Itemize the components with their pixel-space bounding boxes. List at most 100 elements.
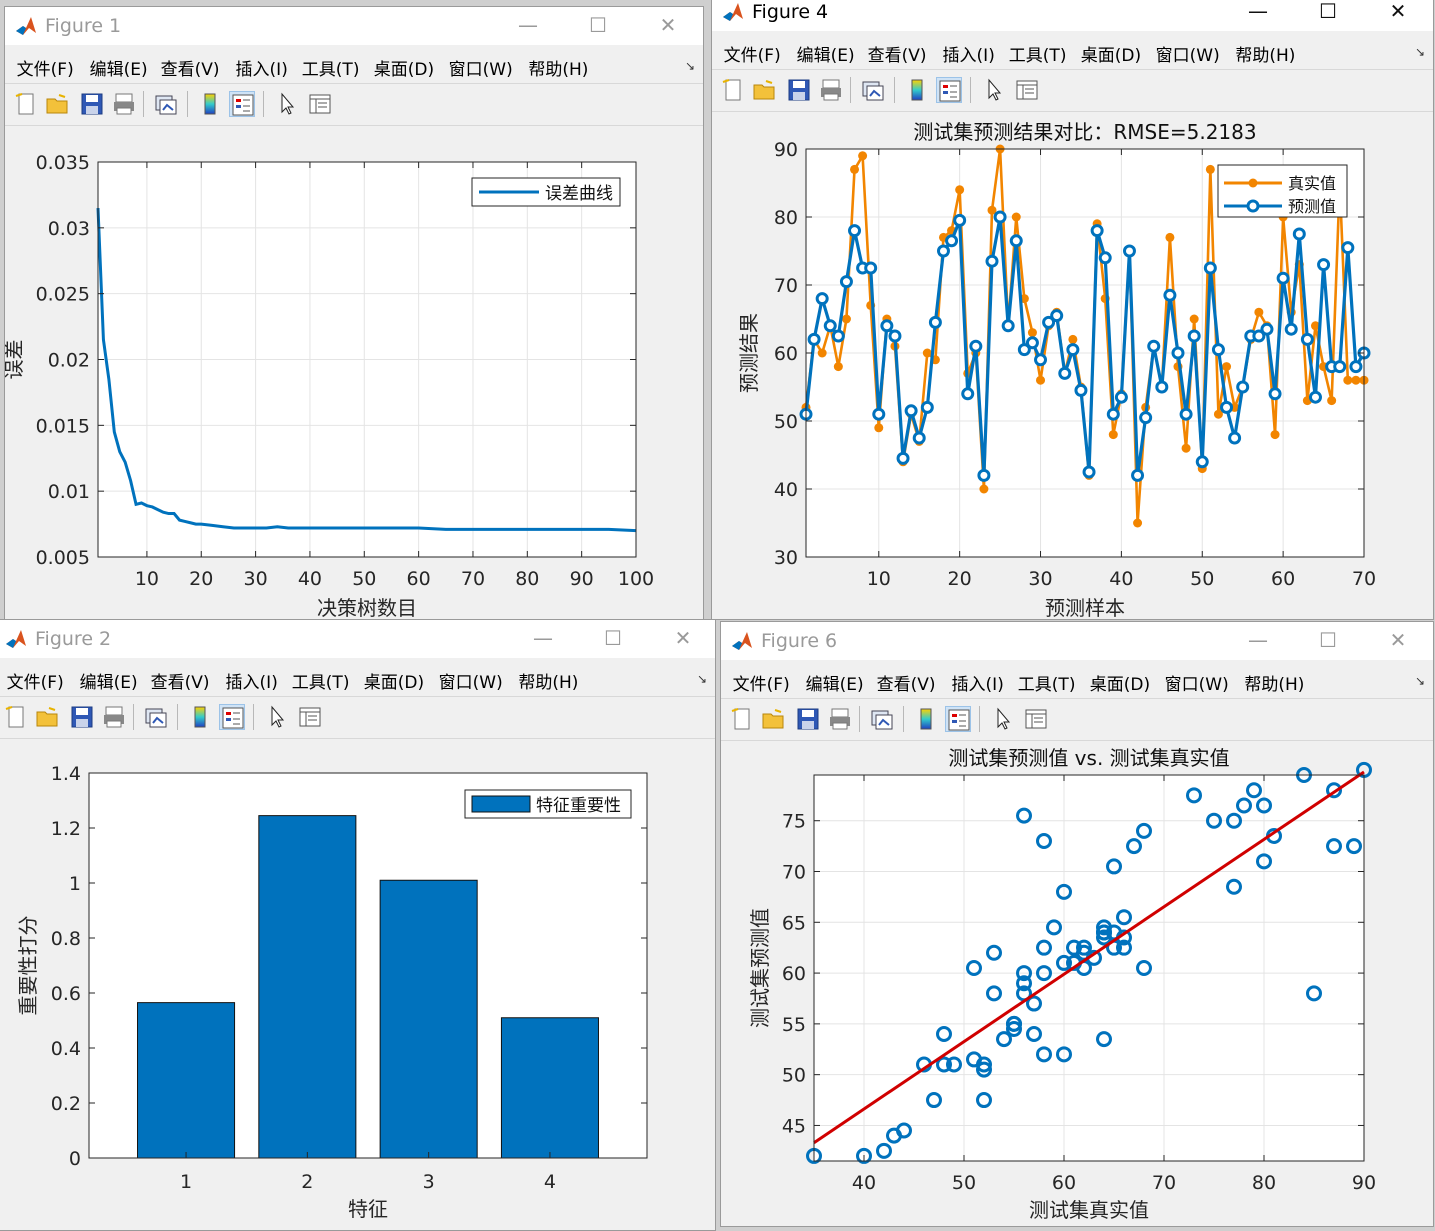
property-inspector-icon[interactable] <box>1014 77 1040 103</box>
figure-window-4[interactable]: Figure 4 — ☐ ✕ 文件(F) 编辑(E) 查看(V) 插入(I) 工具(T)… <box>711 0 1434 620</box>
figure-window-2[interactable]: Figure 2 — ☐ ✕ 文件(F) 编辑(E) 查看(V) 插入(I) 工具(T)… <box>0 619 716 1231</box>
colorbar-icon[interactable] <box>197 91 223 117</box>
print-icon[interactable] <box>111 91 137 117</box>
maximize-icon[interactable]: ☐ <box>1319 628 1337 652</box>
menu-item-6[interactable]: 窗口(W) <box>1155 46 1220 66</box>
menu-item-3[interactable]: 插入(I) <box>942 46 995 66</box>
new-figure-icon[interactable] <box>729 706 755 732</box>
print-icon[interactable] <box>818 77 844 103</box>
minimize-icon[interactable]: — <box>1248 0 1268 23</box>
scatter-point <box>886 1127 902 1144</box>
open-file-icon[interactable] <box>35 704 61 730</box>
menu-item-3[interactable]: 插入(I) <box>225 673 278 693</box>
menu-item-4[interactable]: 工具(T) <box>1008 46 1067 66</box>
title-bar[interactable]: Figure 6 — ☐ ✕ <box>721 622 1433 660</box>
menu-item-2[interactable]: 查看(V) <box>160 60 220 80</box>
menu-item-7[interactable]: 帮助(H) <box>528 60 589 80</box>
menu-item-0[interactable]: 文件(F) <box>6 673 64 693</box>
print-icon[interactable] <box>827 706 853 732</box>
colorbar-icon[interactable] <box>904 77 930 103</box>
y-tick-label: 1.2 <box>51 818 81 840</box>
menu-item-4[interactable]: 工具(T) <box>1017 675 1076 695</box>
dock-arrow-icon[interactable]: ↘ <box>1414 674 1425 688</box>
menu-item-6[interactable]: 窗口(W) <box>448 60 513 80</box>
menu-item-4[interactable]: 工具(T) <box>301 60 360 80</box>
new-figure-icon[interactable] <box>720 77 746 103</box>
menu-item-7[interactable]: 帮助(H) <box>518 673 579 693</box>
minimize-icon[interactable]: — <box>533 626 553 650</box>
property-inspector-icon[interactable] <box>297 704 323 730</box>
close-icon[interactable]: ✕ <box>1389 0 1407 23</box>
save-icon[interactable] <box>786 77 812 103</box>
property-inspector-icon[interactable] <box>1023 706 1049 732</box>
close-icon[interactable]: ✕ <box>659 13 677 37</box>
close-icon[interactable]: ✕ <box>674 626 692 650</box>
open-file-icon[interactable] <box>45 91 71 117</box>
link-plot-icon[interactable] <box>860 77 886 103</box>
link-plot-icon[interactable] <box>143 704 169 730</box>
minimize-icon[interactable]: — <box>518 13 538 37</box>
menu-item-7[interactable]: 帮助(H) <box>1244 675 1305 695</box>
predicted-value-point <box>1082 465 1096 479</box>
legend-icon[interactable] <box>936 77 962 103</box>
title-bar[interactable]: Figure 2 — ☐ ✕ <box>0 620 715 658</box>
menu-item-5[interactable]: 桌面(D) <box>373 60 435 80</box>
menu-item-5[interactable]: 桌面(D) <box>1089 675 1151 695</box>
open-file-icon[interactable] <box>752 77 778 103</box>
menu-item-7[interactable]: 帮助(H) <box>1235 46 1296 66</box>
dock-arrow-icon[interactable]: ↘ <box>696 672 707 686</box>
true-value-point <box>1133 518 1143 528</box>
menu-item-6[interactable]: 窗口(W) <box>1164 675 1229 695</box>
link-plot-icon[interactable] <box>869 706 895 732</box>
property-inspector-icon[interactable] <box>307 91 333 117</box>
pointer-icon[interactable] <box>991 706 1017 732</box>
colorbar-icon[interactable] <box>913 706 939 732</box>
toolbar-separator <box>253 704 254 730</box>
save-icon[interactable] <box>79 91 105 117</box>
save-icon[interactable] <box>795 706 821 732</box>
menu-item-1[interactable]: 编辑(E) <box>796 46 855 66</box>
menu-item-0[interactable]: 文件(F) <box>732 675 790 695</box>
menu-item-3[interactable]: 插入(I) <box>235 60 288 80</box>
title-bar[interactable]: Figure 1 — ☐ ✕ <box>5 7 703 45</box>
minimize-icon[interactable]: — <box>1248 628 1268 652</box>
legend-icon[interactable] <box>945 706 971 732</box>
menu-item-1[interactable]: 编辑(E) <box>805 675 864 695</box>
dock-arrow-icon[interactable]: ↘ <box>1414 45 1425 59</box>
menu-item-6[interactable]: 窗口(W) <box>438 673 503 693</box>
menu-item-1[interactable]: 编辑(E) <box>89 60 148 80</box>
menu-item-0[interactable]: 文件(F) <box>723 46 781 66</box>
maximize-icon[interactable]: ☐ <box>589 13 607 37</box>
scatter-fit-chart: 40 50 60 70 80 90 45 50 55 60 65 70 75 测试集真实值 测试集预测值 测试… <box>748 746 1376 1222</box>
scatter-point <box>936 1056 952 1073</box>
save-icon[interactable] <box>69 704 95 730</box>
open-file-icon[interactable] <box>761 706 787 732</box>
close-icon[interactable]: ✕ <box>1389 628 1407 652</box>
maximize-icon[interactable]: ☐ <box>604 626 622 650</box>
colorbar-icon[interactable] <box>187 704 213 730</box>
new-figure-icon[interactable] <box>3 704 29 730</box>
menu-item-0[interactable]: 文件(F) <box>16 60 74 80</box>
x-tick-label: 90 <box>1352 1172 1376 1194</box>
figure-window-6[interactable]: Figure 6 — ☐ ✕ 文件(F) 编辑(E) 查看(V) 插入(I) 工具(T)… <box>720 621 1434 1227</box>
menu-item-5[interactable]: 桌面(D) <box>363 673 425 693</box>
legend-icon[interactable] <box>229 91 255 117</box>
menu-item-4[interactable]: 工具(T) <box>291 673 350 693</box>
menu-item-2[interactable]: 查看(V) <box>876 675 936 695</box>
menu-item-2[interactable]: 查看(V) <box>867 46 927 66</box>
pointer-icon[interactable] <box>265 704 291 730</box>
menu-item-3[interactable]: 插入(I) <box>951 675 1004 695</box>
legend-icon[interactable] <box>219 704 245 730</box>
pointer-icon[interactable] <box>982 77 1008 103</box>
menu-item-5[interactable]: 桌面(D) <box>1080 46 1142 66</box>
figure-window-1[interactable]: Figure 1 — ☐ ✕ 文件(F) 编辑(E) 查看(V) 插入(I) 工具(T)… <box>4 6 704 620</box>
menu-item-2[interactable]: 查看(V) <box>150 673 210 693</box>
title-bar[interactable]: Figure 4 — ☐ ✕ <box>712 0 1433 31</box>
pointer-icon[interactable] <box>275 91 301 117</box>
maximize-icon[interactable]: ☐ <box>1319 0 1337 23</box>
new-figure-icon[interactable] <box>13 91 39 117</box>
print-icon[interactable] <box>101 704 127 730</box>
link-plot-icon[interactable] <box>153 91 179 117</box>
menu-item-1[interactable]: 编辑(E) <box>79 673 138 693</box>
dock-arrow-icon[interactable]: ↘ <box>684 59 695 73</box>
